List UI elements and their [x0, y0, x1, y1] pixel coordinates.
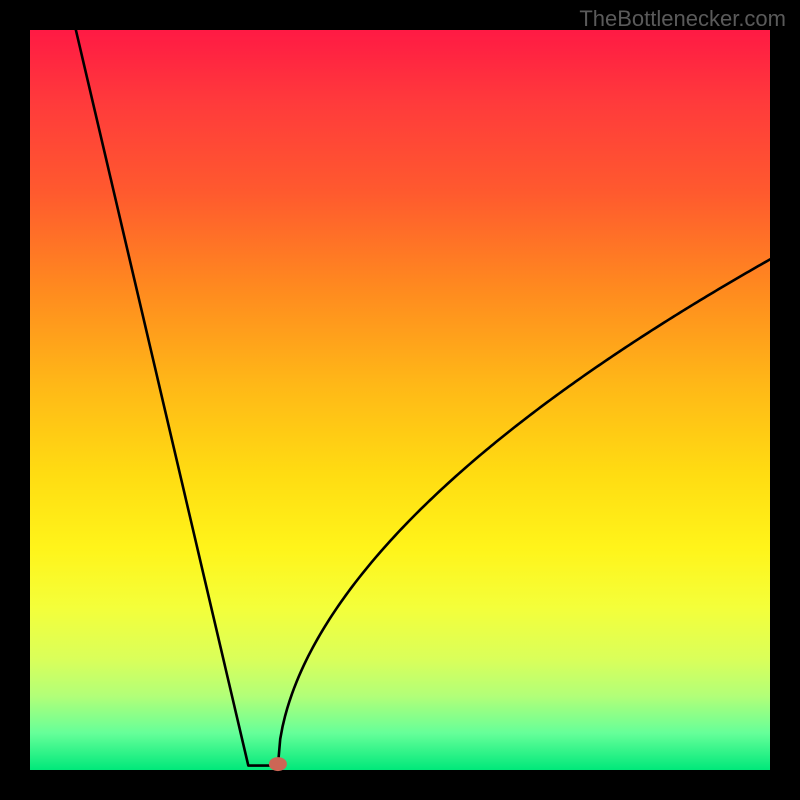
- bottleneck-chart-svg: [0, 0, 800, 800]
- optimal-point-marker: [269, 757, 287, 771]
- plot-gradient-background: [30, 30, 770, 770]
- watermark-text: TheBottlenecker.com: [579, 6, 786, 32]
- chart-stage: TheBottlenecker.com: [0, 0, 800, 800]
